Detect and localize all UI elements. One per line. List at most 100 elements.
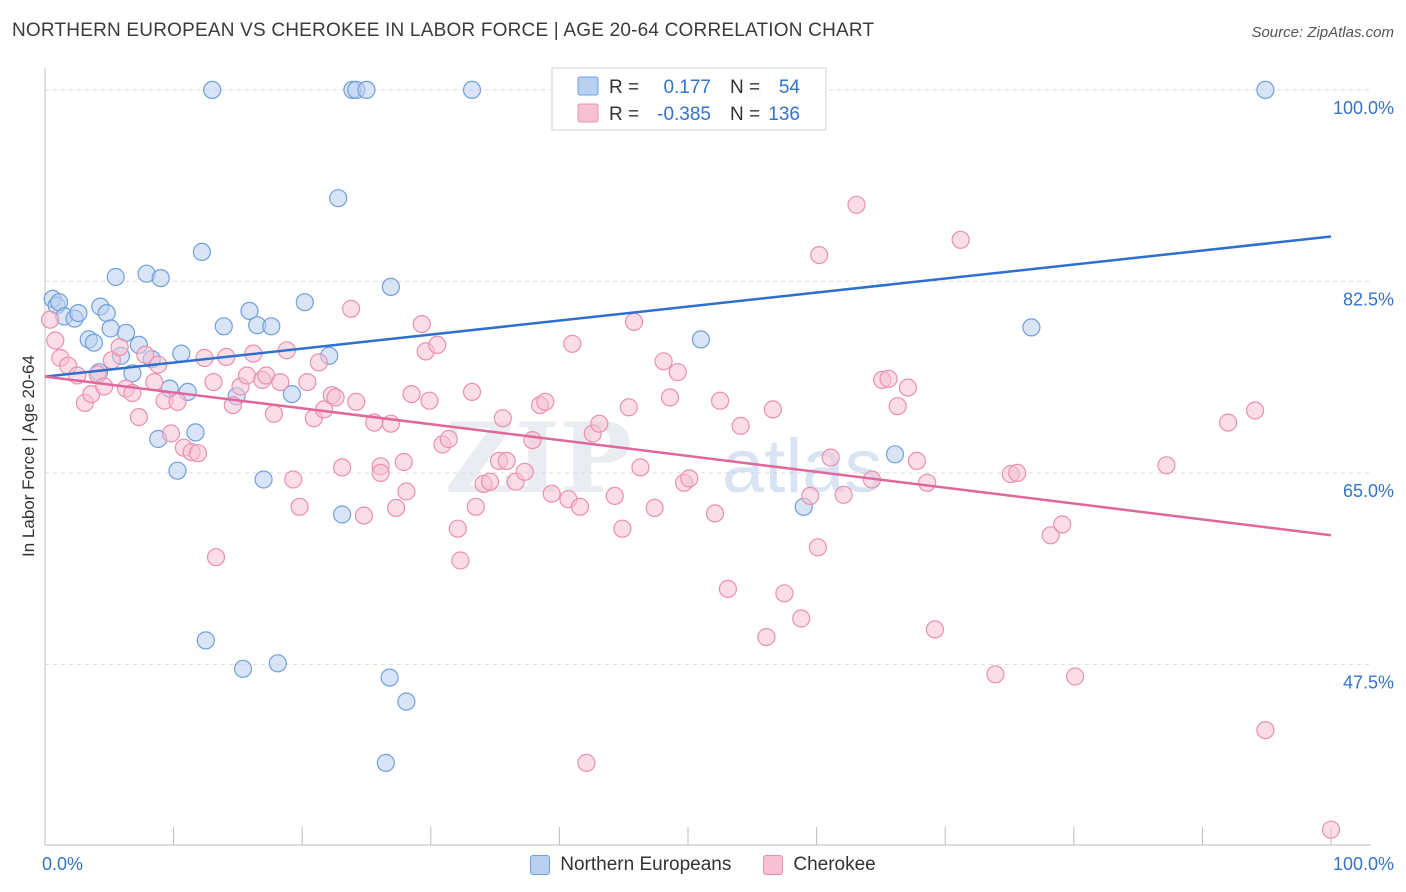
data-point — [834, 485, 853, 504]
legend-r-value-0: 0.177 — [663, 77, 711, 98]
data-point — [821, 448, 840, 467]
legend-r-label-0: R = — [609, 77, 639, 98]
data-point — [290, 497, 309, 516]
trend-line-series-0 — [44, 235, 1332, 378]
data-point — [925, 620, 945, 639]
data-point — [480, 472, 500, 491]
data-point — [428, 335, 447, 354]
data-point — [1256, 80, 1275, 100]
data-point — [691, 330, 711, 349]
data-point — [354, 506, 373, 525]
data-point — [394, 452, 413, 472]
data-point — [1218, 413, 1238, 432]
data-point — [792, 609, 811, 628]
data-point — [577, 753, 596, 773]
data-point — [376, 753, 395, 773]
data-point — [918, 473, 937, 492]
data-point — [402, 385, 421, 404]
series-legend: Northern Europeans Cherokee — [0, 850, 1406, 880]
watermark: ZIP atlas — [445, 402, 883, 515]
data-point — [110, 338, 129, 357]
data-point — [333, 458, 352, 477]
y-tick-label: 100.0% — [1333, 98, 1394, 118]
data-point — [523, 431, 542, 450]
data-point — [763, 400, 783, 419]
data-point — [237, 366, 256, 385]
data-point — [381, 277, 400, 296]
data-point — [885, 445, 905, 464]
data-point — [347, 392, 366, 411]
data-point — [380, 668, 399, 687]
data-point — [412, 315, 431, 334]
data-point — [397, 482, 416, 501]
series-legend-label: Northern Europeans — [560, 854, 732, 875]
data-point — [563, 334, 582, 353]
data-point — [1245, 401, 1265, 420]
series-legend-label: Cherokee — [793, 854, 876, 875]
data-point — [151, 269, 170, 288]
data-point — [295, 293, 314, 312]
data-point — [101, 319, 120, 338]
source-label: Source: ZipAtlas.com — [1251, 24, 1394, 41]
data-point — [397, 692, 416, 711]
data-point — [462, 382, 482, 401]
data-point — [46, 331, 65, 350]
data-point — [40, 310, 60, 329]
data-point — [710, 391, 730, 410]
data-point — [888, 397, 907, 416]
x-tick-label-min: 0.0% — [42, 854, 83, 874]
data-point — [371, 463, 390, 482]
data-point — [731, 416, 750, 435]
data-point — [493, 409, 512, 428]
data-point — [1022, 318, 1041, 337]
series-legend-entry-cherokee: Cherokee — [763, 854, 876, 876]
data-point — [847, 195, 866, 214]
y-tick-label: 47.5% — [1343, 672, 1394, 692]
axes: 100.0% 82.5% 65.0% 47.5% — [44, 68, 1394, 846]
data-point — [357, 80, 376, 100]
data-point — [264, 404, 283, 423]
data-point — [168, 461, 187, 480]
data-points — [40, 80, 1341, 839]
data-point — [590, 414, 609, 433]
data-point — [298, 373, 317, 392]
y-axis-label: In Labor Force | Age 20-64 — [19, 355, 38, 557]
series-swatch-northern-europeans — [530, 855, 551, 875]
data-point — [203, 80, 222, 100]
data-point — [192, 242, 211, 261]
data-point — [69, 304, 88, 323]
data-point — [680, 469, 699, 488]
data-point — [268, 654, 287, 673]
data-point — [145, 373, 164, 392]
data-point — [161, 424, 181, 443]
data-point — [326, 388, 345, 407]
series-legend-entry-northern-europeans: Northern Europeans — [530, 854, 731, 876]
data-point — [1157, 456, 1176, 475]
y-tick-label: 65.0% — [1343, 481, 1394, 501]
data-point — [466, 497, 485, 516]
legend-swatch-cherokee — [577, 103, 599, 123]
data-point — [645, 498, 664, 517]
data-point — [439, 429, 458, 449]
data-point — [262, 317, 281, 336]
data-point — [186, 423, 205, 442]
data-point — [801, 486, 820, 505]
data-point — [631, 458, 650, 477]
legend-r-label-1: R = — [609, 104, 639, 125]
data-point — [387, 498, 406, 517]
data-point — [254, 470, 273, 489]
legend-r-value-1: -0.385 — [657, 104, 711, 125]
chart-title: NORTHERN EUROPEAN VS CHEROKEE IN LABOR F… — [12, 20, 875, 41]
data-point — [1065, 667, 1085, 686]
data-point — [284, 470, 303, 489]
data-point — [136, 345, 155, 364]
data-point — [986, 665, 1005, 684]
data-point — [309, 353, 328, 372]
legend-swatch-northern-europeans — [577, 76, 599, 96]
data-point — [536, 392, 555, 411]
data-point — [233, 659, 253, 678]
trend-line-series-1 — [44, 375, 1332, 537]
x-tick-label-max: 100.0% — [1333, 854, 1394, 874]
series-1-points — [40, 195, 1341, 839]
